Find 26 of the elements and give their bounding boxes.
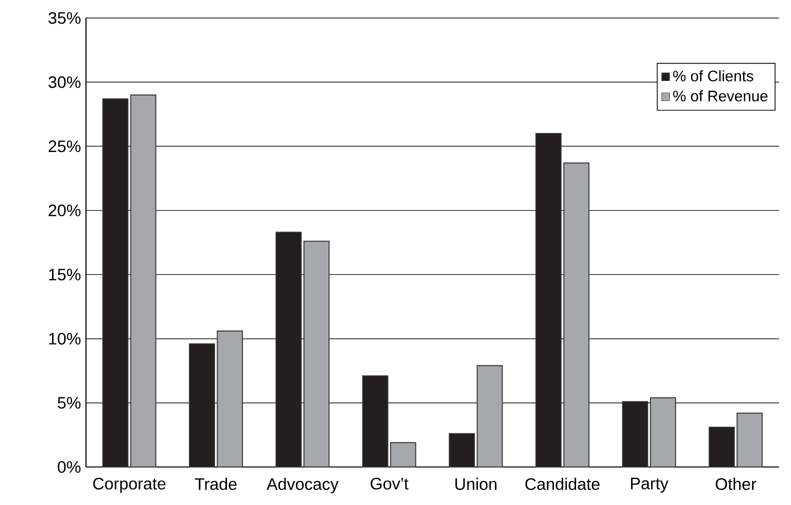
y-tick-label: 25%: [48, 140, 81, 152]
bar: [563, 162, 590, 468]
x-tick-label: Union: [455, 478, 496, 490]
y-tick-label: 20%: [48, 204, 81, 216]
legend-label: % of Revenue: [673, 90, 768, 102]
x-tick-label: Advocacy: [266, 478, 339, 494]
bar: [216, 330, 243, 468]
y-tick-label: 5%: [58, 397, 81, 409]
x-tick-label: Candidate: [525, 478, 600, 490]
y-tick-label: 35%: [48, 12, 81, 24]
x-tick-label: Party: [631, 478, 668, 493]
bar: [303, 240, 330, 468]
x-tick-label: Other: [716, 478, 756, 490]
bar: [622, 401, 648, 468]
y-tick-label: 10%: [49, 332, 81, 345]
bar: [650, 397, 676, 468]
bar: [535, 132, 562, 468]
y-tick-label: 15%: [49, 268, 81, 280]
y-tick-label: 0%: [58, 461, 81, 473]
x-tick-label: Trade: [194, 478, 237, 490]
x-tick-label: Gov’t: [370, 478, 408, 490]
y-tick-label: 30%: [48, 76, 81, 88]
bar: [276, 232, 302, 468]
bar: [188, 343, 216, 468]
legend-label: % of Clients: [673, 70, 754, 82]
x-tick-label: Corporate: [93, 478, 166, 493]
